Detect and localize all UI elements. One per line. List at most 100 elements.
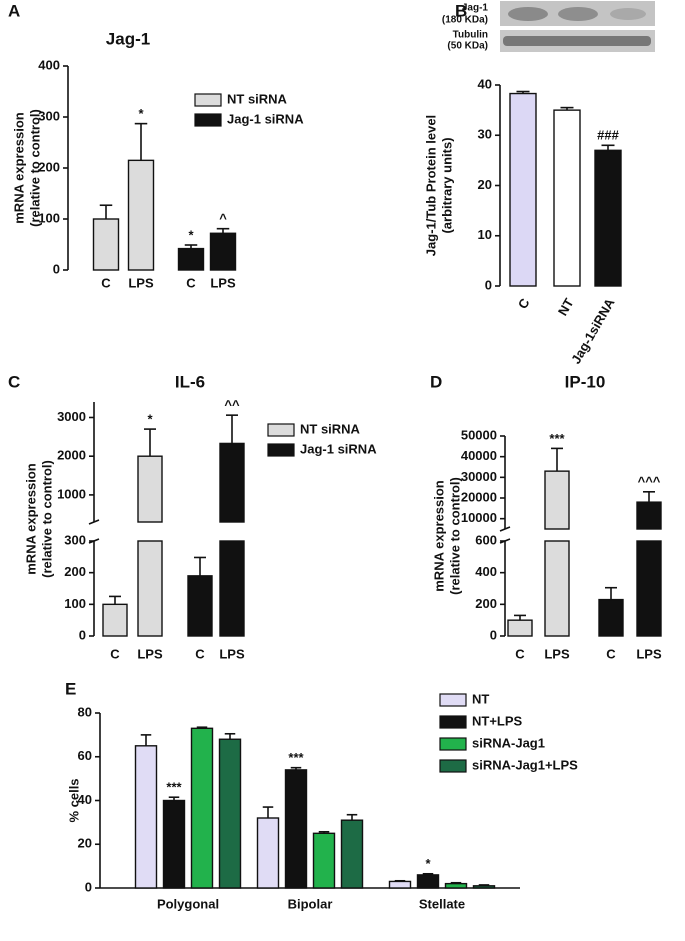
legend-label: Jag-1 siRNA: [300, 441, 377, 456]
y-axis-label: Jag-1/Tub Protein level: [423, 115, 438, 256]
annotation: ***: [166, 780, 182, 795]
legend-label: siRNA-Jag1: [472, 735, 545, 750]
legend-label: NT+LPS: [472, 713, 523, 728]
bar: [219, 540, 245, 637]
x-tick-label: C: [101, 275, 111, 290]
x-tick-label: C: [195, 646, 205, 661]
y-tick-label: 300: [38, 108, 60, 123]
bar: [177, 247, 205, 271]
bar: [137, 540, 163, 637]
blot-label: (50 KDa): [447, 41, 488, 52]
bar: [102, 603, 128, 637]
legend-swatch: [439, 715, 467, 729]
bar: [388, 880, 412, 889]
legend-swatch: [439, 693, 467, 707]
blot-label: (180 KDa): [442, 15, 488, 26]
y-tick-label: 200: [64, 564, 86, 579]
legend-swatch: [194, 113, 222, 127]
y-axis-label: (relative to control): [447, 477, 462, 595]
y-tick-label: 2000: [57, 448, 86, 463]
bar-upper: [544, 470, 570, 530]
x-tick-label: Jag-1siRNA: [568, 295, 618, 366]
y-tick-label: 1000: [57, 486, 86, 501]
bar-upper: [137, 455, 163, 523]
bar: [284, 769, 308, 889]
bar: [127, 159, 155, 271]
panel-letter: D: [430, 372, 442, 391]
x-tick-label: Stellate: [419, 896, 465, 911]
panel-letter: E: [65, 679, 76, 698]
y-tick-label: 20: [478, 177, 492, 192]
annotation: ***: [549, 431, 565, 446]
y-tick-label: 20: [78, 836, 92, 851]
bar: [416, 874, 440, 889]
annotation: ^^: [224, 398, 240, 413]
bar: [598, 598, 624, 637]
x-tick-label: LPS: [128, 275, 154, 290]
legend-swatch: [439, 737, 467, 751]
y-tick-label: 10000: [461, 510, 497, 525]
axis-break: [88, 519, 100, 525]
y-axis-label: mRNA expression: [431, 480, 446, 592]
panel-letter: B: [455, 1, 467, 20]
blot-band: [610, 8, 646, 20]
annotation: ^: [219, 211, 227, 226]
panel-letter: C: [8, 372, 20, 391]
legend-label: NT siRNA: [227, 91, 288, 106]
y-tick-label: 600: [475, 532, 497, 547]
x-tick-label: LPS: [219, 646, 245, 661]
chart-title: Jag-1: [106, 29, 150, 48]
bar: [162, 799, 186, 889]
y-tick-label: 100: [38, 210, 60, 225]
y-tick-label: 100: [64, 596, 86, 611]
x-tick-label: NT: [555, 296, 577, 319]
y-tick-label: 0: [485, 277, 492, 292]
y-axis-label: % cells: [66, 778, 81, 822]
y-axis-label: (arbitrary units): [439, 137, 454, 233]
x-tick-label: LPS: [137, 646, 163, 661]
y-tick-label: 80: [78, 704, 92, 719]
y-tick-label: 0: [79, 627, 86, 642]
y-tick-label: 20000: [461, 489, 497, 504]
annotation: ^^^: [638, 474, 661, 489]
y-tick-label: 300: [64, 532, 86, 547]
x-tick-label: C: [186, 275, 196, 290]
y-tick-label: 0: [53, 261, 60, 276]
x-tick-label: LPS: [636, 646, 662, 661]
bar: [544, 540, 570, 637]
blot-label: Jag-1: [462, 3, 489, 14]
y-tick-label: 40000: [461, 448, 497, 463]
blot-band: [503, 36, 651, 46]
x-tick-label: C: [515, 646, 525, 661]
x-tick-label: LPS: [544, 646, 570, 661]
blot-band: [558, 7, 598, 21]
y-tick-label: 30: [478, 127, 492, 142]
bar: [256, 817, 280, 889]
bar: [92, 218, 120, 271]
western-blot: [500, 1, 655, 52]
annotation: *: [188, 227, 194, 242]
blot-band: [508, 7, 548, 21]
legend-label: siRNA-Jag1+LPS: [472, 757, 578, 772]
bar: [134, 745, 158, 889]
bar-upper: [219, 442, 245, 523]
bar: [636, 540, 662, 637]
bar: [312, 832, 336, 889]
blot-label: Tubulin: [453, 30, 488, 41]
y-tick-label: 30000: [461, 469, 497, 484]
y-tick-label: 3000: [57, 409, 86, 424]
bar: [218, 738, 242, 889]
y-tick-label: 400: [475, 564, 497, 579]
bar: [340, 819, 364, 889]
panel-letter: A: [8, 1, 20, 20]
y-axis-label: (relative to control): [39, 460, 54, 578]
annotation: *: [425, 856, 431, 871]
bar: [444, 882, 468, 889]
annotation: ***: [288, 750, 304, 765]
y-tick-label: 60: [78, 748, 92, 763]
x-tick-label: Polygonal: [157, 896, 219, 911]
axis-break: [499, 526, 511, 532]
x-tick-label: C: [606, 646, 616, 661]
y-tick-label: 50000: [461, 427, 497, 442]
